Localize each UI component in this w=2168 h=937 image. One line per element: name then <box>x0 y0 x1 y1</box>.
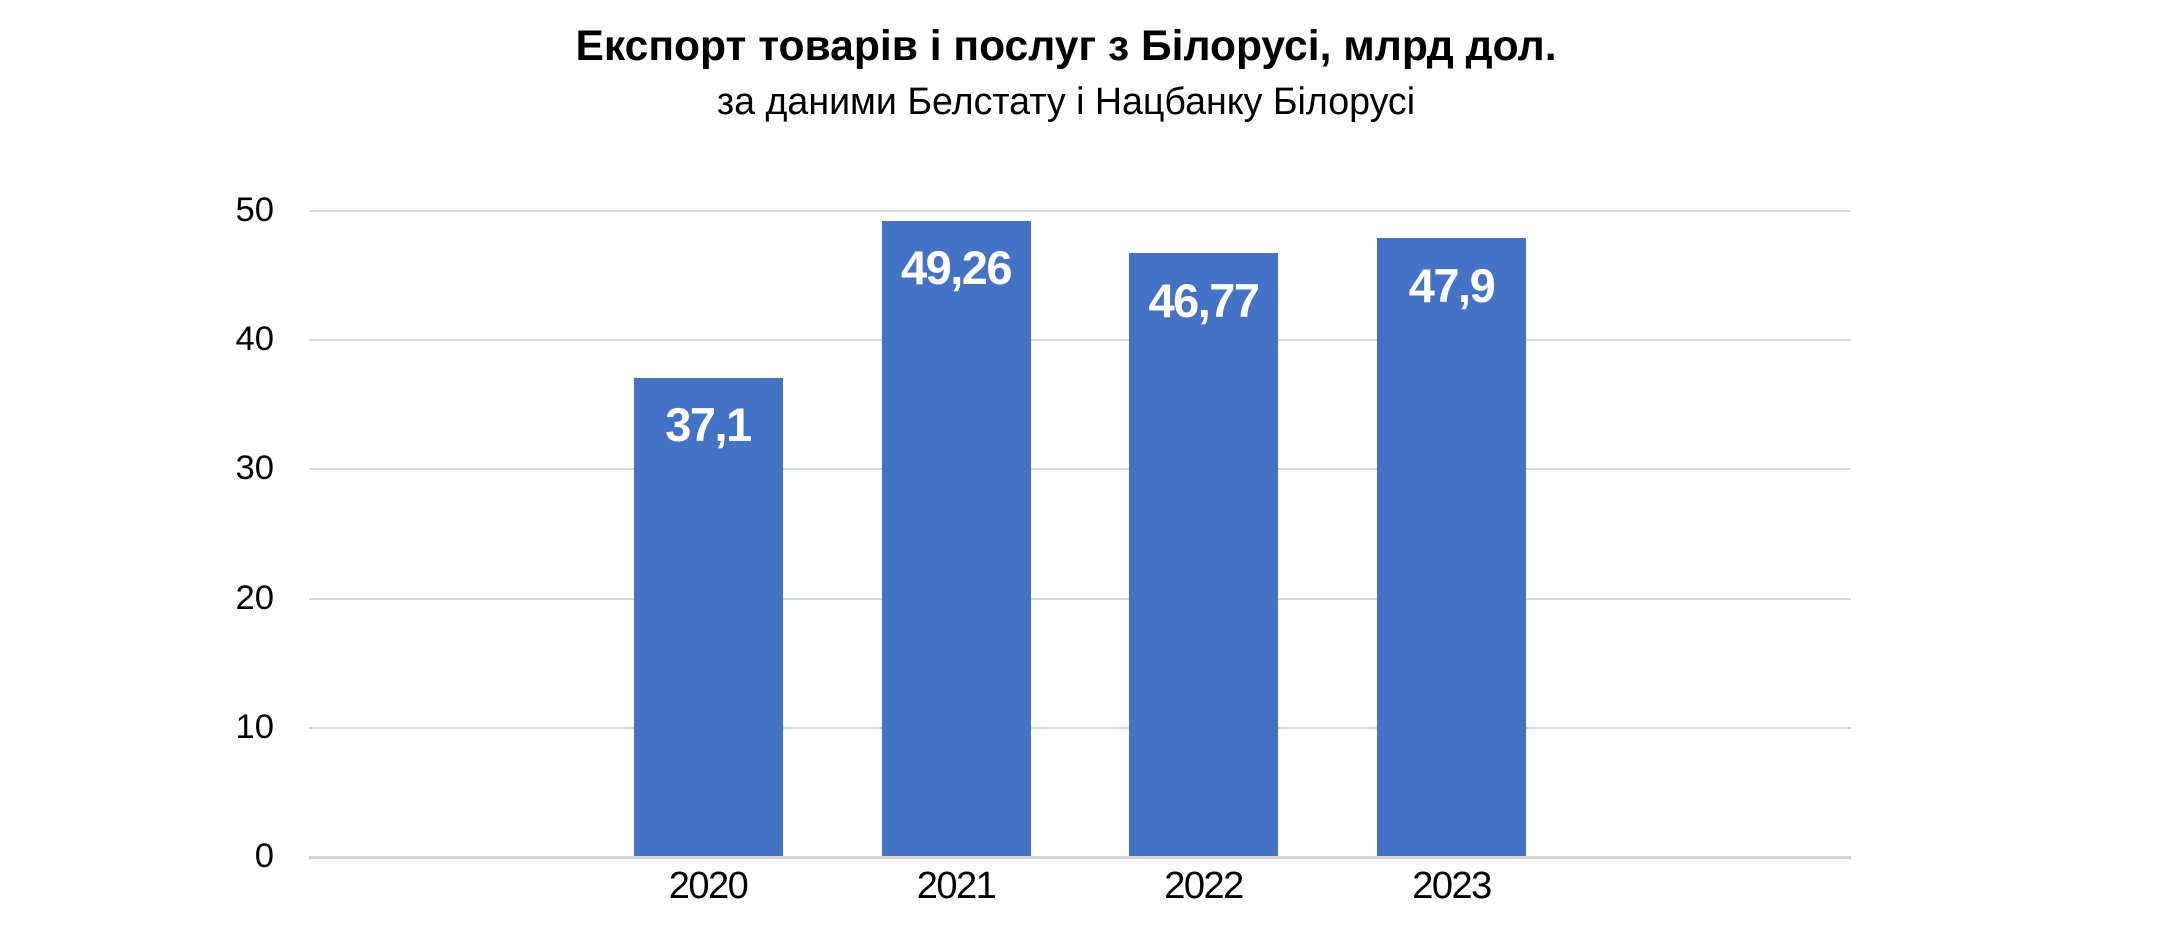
x-axis-line <box>309 856 1851 859</box>
y-axis-tick-label: 0 <box>254 836 274 875</box>
x-axis-category-label: 2023 <box>1412 865 1492 908</box>
y-axis-tick-label: 30 <box>235 449 274 488</box>
bar-value-label: 49,26 <box>900 241 1013 295</box>
x-axis-category-label: 2020 <box>668 865 749 908</box>
chart-subtitle: за даними Белстату і Нацбанку Білорусі <box>716 80 1416 123</box>
gridline <box>309 339 1851 342</box>
x-axis-category-label: 2021 <box>916 865 997 908</box>
bar-2020 <box>633 377 783 856</box>
x-axis-category-label: 2022 <box>1164 865 1244 908</box>
bar-value-label: 47,9 <box>1408 258 1496 312</box>
y-axis-tick-label: 40 <box>235 320 274 359</box>
bar-2023 <box>1377 238 1526 856</box>
bar-value-label: 37,1 <box>665 398 752 452</box>
gridline <box>309 597 1851 600</box>
y-axis-tick-label: 10 <box>235 707 274 746</box>
gridline <box>309 726 1851 729</box>
bar-value-label: 46,77 <box>1148 273 1260 327</box>
bar-2021 <box>881 220 1031 856</box>
chart-title: Експорт товарів і послуг з Білорусі, млр… <box>575 22 1557 71</box>
gridline <box>309 210 1851 212</box>
gridline <box>309 468 1851 471</box>
y-axis-tick-label: 50 <box>235 190 274 229</box>
y-axis-tick-label: 20 <box>235 578 274 617</box>
bar-2022 <box>1129 252 1278 856</box>
